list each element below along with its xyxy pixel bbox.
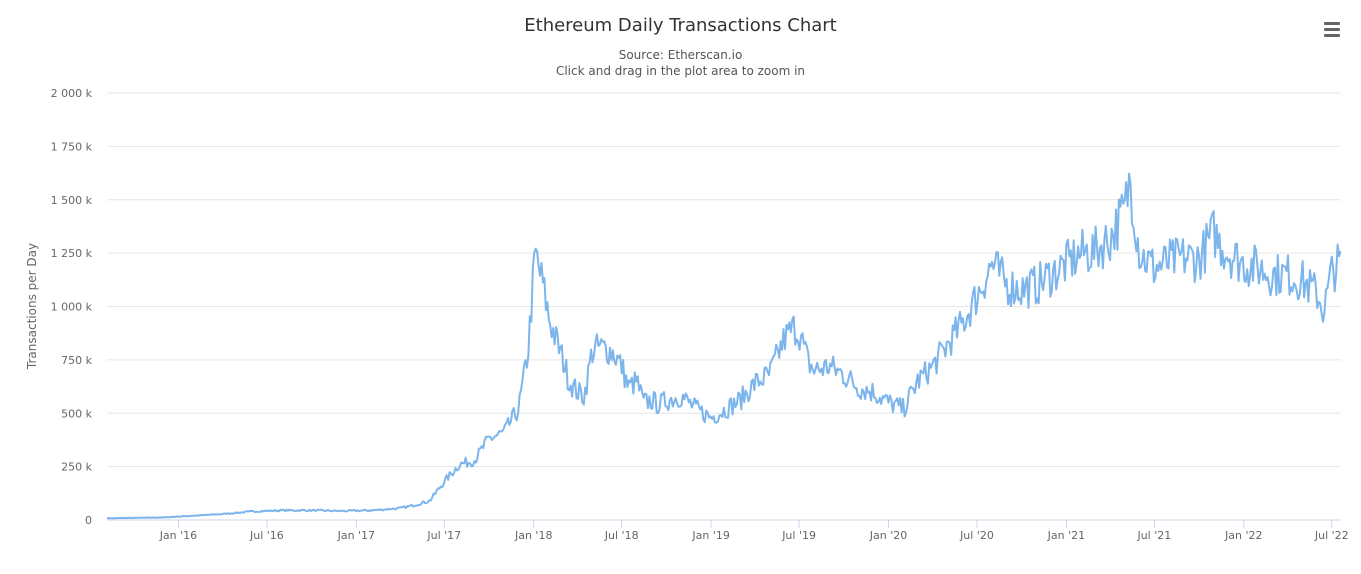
x-tick-label: Jul '21 xyxy=(1136,529,1171,542)
x-tick-label: Jan '19 xyxy=(691,529,729,542)
x-tick-label: Jul '20 xyxy=(959,529,994,542)
y-gridlines xyxy=(107,92,1341,521)
x-tick-label: Jul '17 xyxy=(426,529,461,542)
y-tick-label: 750 k xyxy=(61,354,92,367)
x-tick-label: Jan '17 xyxy=(337,529,375,542)
chart-title: Ethereum Daily Transactions Chart xyxy=(524,15,837,36)
y-axis-ticks: 0 250 k 500 k 750 k 1 000 k 1 250 k 1 500 k 1 7… xyxy=(51,87,93,527)
hamburger-menu-icon xyxy=(1324,22,1340,25)
y-tick-label: 250 k xyxy=(61,461,92,474)
x-axis-ticks: Jan '16 Jul '16 Jan '17 Jul '17 Jan '18 Jul '… xyxy=(159,520,1349,542)
y-tick-label: 500 k xyxy=(61,407,92,420)
y-tick-label: 0 xyxy=(85,514,92,527)
y-tick-label: 1 000 k xyxy=(51,301,93,314)
y-tick-label: 1 250 k xyxy=(51,247,93,260)
x-tick-label: Jul '16 xyxy=(249,529,284,542)
x-tick-label: Jan '20 xyxy=(869,529,907,542)
series-line xyxy=(106,172,1342,520)
x-tick-label: Jul '19 xyxy=(781,529,816,542)
chart-source: Source: Etherscan.io xyxy=(618,48,743,62)
zoom-hint: Click and drag in the plot area to zoom … xyxy=(555,64,806,78)
x-tick-label: Jul '22 xyxy=(1314,529,1349,542)
x-tick-label: Jan '21 xyxy=(1047,529,1085,542)
y-tick-label: 1 500 k xyxy=(51,194,93,207)
x-tick-label: Jan '16 xyxy=(159,529,197,542)
x-tick-label: Jul '18 xyxy=(604,529,639,542)
x-tick-label: Jan '22 xyxy=(1224,529,1262,542)
y-tick-label: 2 000 k xyxy=(51,87,93,100)
y-tick-label: 1 750 k xyxy=(51,140,93,153)
chart-menu-button[interactable] xyxy=(1320,19,1344,41)
chart-subtitle: Source: Etherscan.io Click and drag in t… xyxy=(0,47,1361,79)
y-axis-label: Transactions per Day xyxy=(25,243,39,370)
x-tick-label: Jan '18 xyxy=(514,529,552,542)
